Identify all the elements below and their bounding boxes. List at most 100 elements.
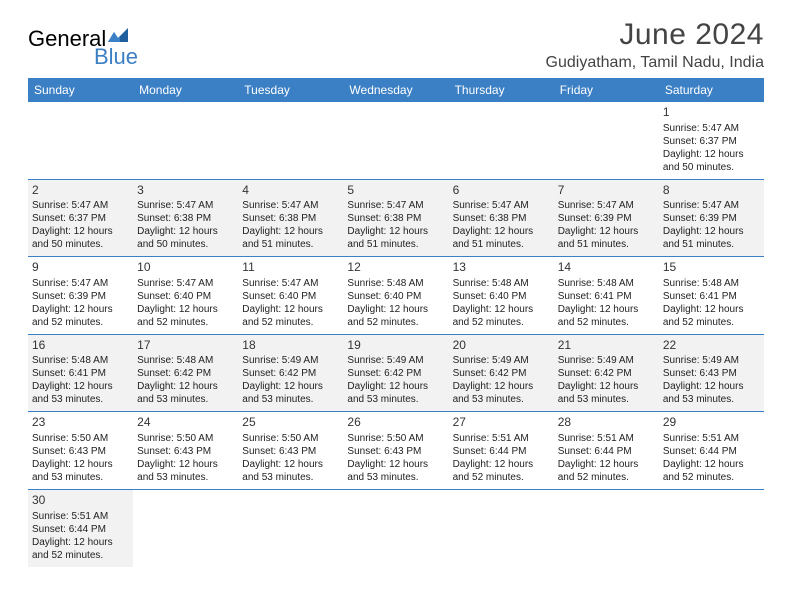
day-cell: 1Sunrise: 5:47 AMSunset: 6:37 PMDaylight… (659, 102, 764, 179)
day-number: 6 (453, 183, 550, 199)
title-block: June 2024 Gudiyatham, Tamil Nadu, India (546, 18, 764, 72)
empty-cell (238, 490, 343, 567)
sunset-text: Sunset: 6:42 PM (558, 367, 655, 380)
sunrise-text: Sunrise: 5:47 AM (558, 199, 655, 212)
day-cell: 17Sunrise: 5:48 AMSunset: 6:42 PMDayligh… (133, 335, 238, 412)
location-label: Gudiyatham, Tamil Nadu, India (546, 54, 764, 72)
sunrise-text: Sunrise: 5:47 AM (32, 199, 129, 212)
day-cell: 4Sunrise: 5:47 AMSunset: 6:38 PMDaylight… (238, 180, 343, 257)
week-row: 23Sunrise: 5:50 AMSunset: 6:43 PMDayligh… (28, 412, 764, 490)
day-cell: 23Sunrise: 5:50 AMSunset: 6:43 PMDayligh… (28, 412, 133, 489)
day-number: 17 (137, 338, 234, 354)
daylight-text: Daylight: 12 hours and 53 minutes. (32, 458, 129, 484)
sunrise-text: Sunrise: 5:48 AM (32, 354, 129, 367)
sunrise-text: Sunrise: 5:51 AM (453, 432, 550, 445)
empty-cell (133, 490, 238, 567)
sunrise-text: Sunrise: 5:47 AM (242, 277, 339, 290)
sunrise-text: Sunrise: 5:51 AM (558, 432, 655, 445)
empty-cell (449, 490, 554, 567)
day-cell: 14Sunrise: 5:48 AMSunset: 6:41 PMDayligh… (554, 257, 659, 334)
day-number: 29 (663, 415, 760, 431)
day-cell: 8Sunrise: 5:47 AMSunset: 6:39 PMDaylight… (659, 180, 764, 257)
sunrise-text: Sunrise: 5:49 AM (663, 354, 760, 367)
empty-cell (343, 490, 448, 567)
sunrise-text: Sunrise: 5:49 AM (242, 354, 339, 367)
sunrise-text: Sunrise: 5:48 AM (558, 277, 655, 290)
brand-part2: Blue (94, 44, 138, 69)
day-number: 8 (663, 183, 760, 199)
sunrise-text: Sunrise: 5:47 AM (453, 199, 550, 212)
sunset-text: Sunset: 6:44 PM (453, 445, 550, 458)
header: General June 2024 Gudiyatham, Tamil Nadu… (28, 18, 764, 72)
day-cell: 28Sunrise: 5:51 AMSunset: 6:44 PMDayligh… (554, 412, 659, 489)
daylight-text: Daylight: 12 hours and 52 minutes. (137, 303, 234, 329)
sunrise-text: Sunrise: 5:50 AM (32, 432, 129, 445)
sunrise-text: Sunrise: 5:49 AM (453, 354, 550, 367)
sunset-text: Sunset: 6:43 PM (137, 445, 234, 458)
day-cell: 25Sunrise: 5:50 AMSunset: 6:43 PMDayligh… (238, 412, 343, 489)
sunset-text: Sunset: 6:41 PM (32, 367, 129, 380)
sunset-text: Sunset: 6:44 PM (32, 523, 129, 536)
sunset-text: Sunset: 6:42 PM (242, 367, 339, 380)
weekday-label: Sunday (28, 78, 133, 102)
sunset-text: Sunset: 6:38 PM (453, 212, 550, 225)
day-cell: 24Sunrise: 5:50 AMSunset: 6:43 PMDayligh… (133, 412, 238, 489)
sunrise-text: Sunrise: 5:50 AM (137, 432, 234, 445)
week-row: 1Sunrise: 5:47 AMSunset: 6:37 PMDaylight… (28, 102, 764, 180)
sunrise-text: Sunrise: 5:48 AM (137, 354, 234, 367)
day-cell: 29Sunrise: 5:51 AMSunset: 6:44 PMDayligh… (659, 412, 764, 489)
day-cell: 30Sunrise: 5:51 AMSunset: 6:44 PMDayligh… (28, 490, 133, 567)
sunset-text: Sunset: 6:43 PM (242, 445, 339, 458)
sunset-text: Sunset: 6:38 PM (242, 212, 339, 225)
daylight-text: Daylight: 12 hours and 53 minutes. (137, 380, 234, 406)
day-cell: 9Sunrise: 5:47 AMSunset: 6:39 PMDaylight… (28, 257, 133, 334)
empty-cell (133, 102, 238, 179)
day-number: 13 (453, 260, 550, 276)
day-cell: 3Sunrise: 5:47 AMSunset: 6:38 PMDaylight… (133, 180, 238, 257)
day-cell: 27Sunrise: 5:51 AMSunset: 6:44 PMDayligh… (449, 412, 554, 489)
sunset-text: Sunset: 6:37 PM (663, 135, 760, 148)
day-number: 16 (32, 338, 129, 354)
empty-cell (343, 102, 448, 179)
week-row: 30Sunrise: 5:51 AMSunset: 6:44 PMDayligh… (28, 490, 764, 567)
daylight-text: Daylight: 12 hours and 50 minutes. (137, 225, 234, 251)
daylight-text: Daylight: 12 hours and 53 minutes. (558, 380, 655, 406)
sunrise-text: Sunrise: 5:49 AM (347, 354, 444, 367)
day-number: 9 (32, 260, 129, 276)
sunrise-text: Sunrise: 5:47 AM (347, 199, 444, 212)
week-row: 16Sunrise: 5:48 AMSunset: 6:41 PMDayligh… (28, 335, 764, 413)
empty-cell (554, 490, 659, 567)
day-cell: 19Sunrise: 5:49 AMSunset: 6:42 PMDayligh… (343, 335, 448, 412)
weeks-container: 1Sunrise: 5:47 AMSunset: 6:37 PMDaylight… (28, 102, 764, 567)
daylight-text: Daylight: 12 hours and 52 minutes. (242, 303, 339, 329)
sunset-text: Sunset: 6:44 PM (558, 445, 655, 458)
daylight-text: Daylight: 12 hours and 52 minutes. (453, 303, 550, 329)
day-cell: 26Sunrise: 5:50 AMSunset: 6:43 PMDayligh… (343, 412, 448, 489)
day-number: 15 (663, 260, 760, 276)
daylight-text: Daylight: 12 hours and 50 minutes. (663, 148, 760, 174)
weekday-label: Wednesday (343, 78, 448, 102)
empty-cell (449, 102, 554, 179)
daylight-text: Daylight: 12 hours and 52 minutes. (347, 303, 444, 329)
week-row: 9Sunrise: 5:47 AMSunset: 6:39 PMDaylight… (28, 257, 764, 335)
sunset-text: Sunset: 6:43 PM (347, 445, 444, 458)
day-cell: 13Sunrise: 5:48 AMSunset: 6:40 PMDayligh… (449, 257, 554, 334)
sunset-text: Sunset: 6:42 PM (347, 367, 444, 380)
calendar-page: General June 2024 Gudiyatham, Tamil Nadu… (0, 0, 792, 585)
empty-cell (238, 102, 343, 179)
empty-cell (28, 102, 133, 179)
sunrise-text: Sunrise: 5:48 AM (663, 277, 760, 290)
day-cell: 11Sunrise: 5:47 AMSunset: 6:40 PMDayligh… (238, 257, 343, 334)
day-cell: 18Sunrise: 5:49 AMSunset: 6:42 PMDayligh… (238, 335, 343, 412)
daylight-text: Daylight: 12 hours and 50 minutes. (32, 225, 129, 251)
daylight-text: Daylight: 12 hours and 53 minutes. (347, 380, 444, 406)
sunset-text: Sunset: 6:42 PM (453, 367, 550, 380)
day-number: 4 (242, 183, 339, 199)
day-number: 22 (663, 338, 760, 354)
sunset-text: Sunset: 6:41 PM (663, 290, 760, 303)
sunset-text: Sunset: 6:38 PM (137, 212, 234, 225)
day-number: 7 (558, 183, 655, 199)
sunrise-text: Sunrise: 5:51 AM (663, 432, 760, 445)
daylight-text: Daylight: 12 hours and 52 minutes. (663, 303, 760, 329)
daylight-text: Daylight: 12 hours and 53 minutes. (32, 380, 129, 406)
